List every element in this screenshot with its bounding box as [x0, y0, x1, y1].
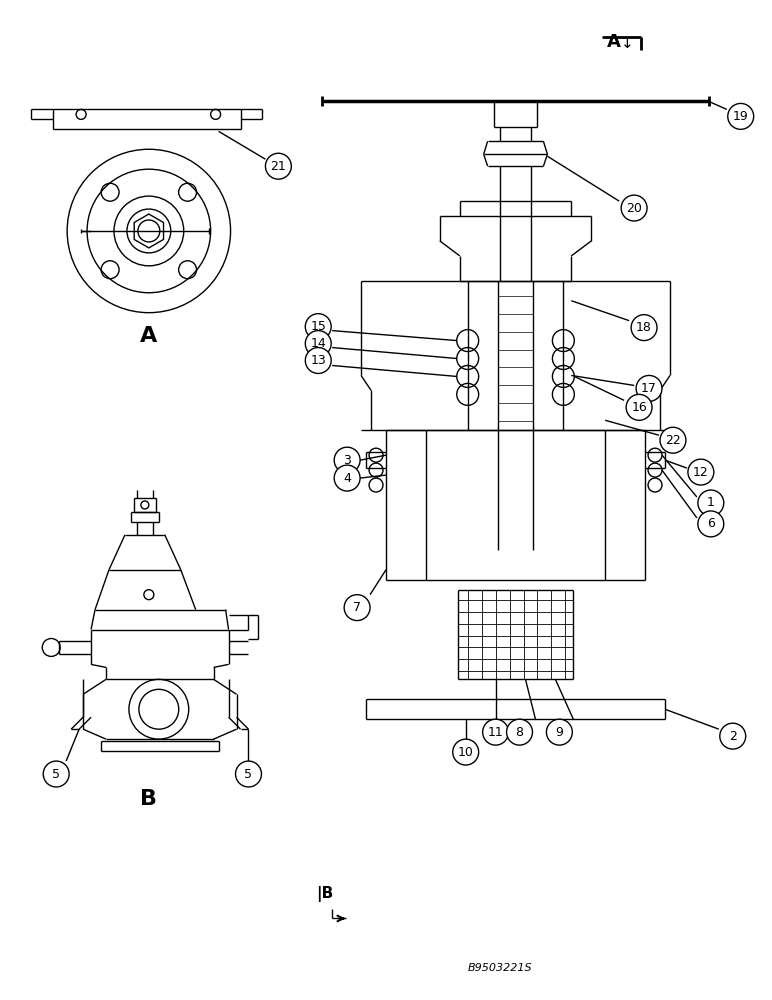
Text: 6: 6: [707, 517, 715, 530]
Circle shape: [305, 331, 331, 357]
Circle shape: [631, 315, 657, 341]
Text: 4: 4: [344, 472, 351, 485]
Text: 14: 14: [310, 337, 326, 350]
Text: 3: 3: [344, 454, 351, 467]
Text: 18: 18: [636, 321, 652, 334]
Text: 16: 16: [631, 401, 647, 414]
Text: 10: 10: [458, 746, 474, 759]
Circle shape: [235, 761, 262, 787]
Text: 5: 5: [52, 768, 60, 781]
Circle shape: [698, 490, 724, 516]
Text: A: A: [608, 33, 621, 51]
Circle shape: [452, 739, 479, 765]
Circle shape: [698, 511, 724, 537]
Circle shape: [626, 394, 652, 420]
Circle shape: [621, 195, 647, 221]
Text: 9: 9: [555, 726, 564, 739]
Circle shape: [482, 719, 509, 745]
Text: 13: 13: [310, 354, 326, 367]
Text: 7: 7: [353, 601, 361, 614]
Text: 2: 2: [729, 730, 736, 743]
Circle shape: [636, 375, 662, 401]
Circle shape: [506, 719, 533, 745]
Text: 15: 15: [310, 320, 327, 333]
Text: 19: 19: [733, 110, 749, 123]
Text: 11: 11: [488, 726, 503, 739]
Text: 17: 17: [641, 382, 657, 395]
Text: A: A: [141, 326, 157, 346]
Text: 20: 20: [626, 202, 642, 215]
Circle shape: [720, 723, 746, 749]
Circle shape: [334, 447, 360, 473]
Circle shape: [688, 459, 714, 485]
Text: |B: |B: [317, 886, 334, 902]
Circle shape: [334, 465, 360, 491]
Text: 22: 22: [665, 434, 681, 447]
Text: 12: 12: [693, 466, 709, 479]
Text: 1: 1: [707, 496, 715, 509]
Text: 5: 5: [245, 768, 252, 781]
Circle shape: [266, 153, 291, 179]
Text: 21: 21: [270, 160, 286, 173]
Circle shape: [344, 595, 370, 621]
Text: 8: 8: [516, 726, 523, 739]
Circle shape: [660, 427, 686, 453]
Text: B9503221S: B9503221S: [467, 963, 532, 973]
Circle shape: [305, 348, 331, 373]
Circle shape: [305, 314, 331, 340]
Circle shape: [43, 761, 69, 787]
Circle shape: [728, 103, 753, 129]
Text: ↓: ↓: [621, 36, 634, 51]
Text: B: B: [141, 789, 157, 809]
Circle shape: [547, 719, 572, 745]
